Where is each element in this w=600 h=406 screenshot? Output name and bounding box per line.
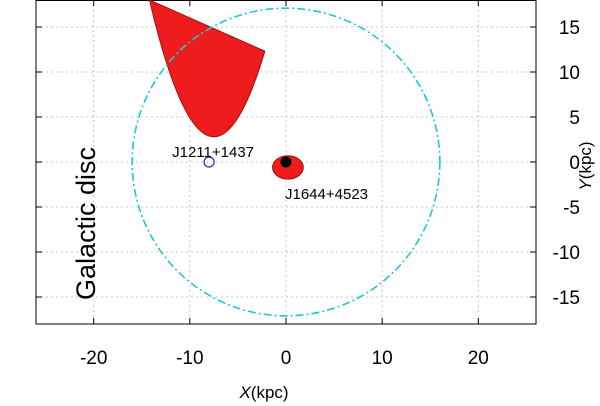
x-tick-label: 20 (468, 348, 489, 369)
y-tick-label: 0 (569, 153, 580, 174)
j1644-label: J1644+4523 (285, 186, 368, 203)
y-tick-label: 10 (559, 63, 580, 84)
y-tick-label: 5 (569, 108, 580, 129)
x-tick-label: -10 (176, 348, 203, 369)
j1644-marker (280, 156, 292, 168)
galactic-disc-label: Galactic disc (71, 147, 101, 300)
j1211-label: J1211+1437 (172, 144, 254, 161)
y-tick-label: -15 (553, 288, 580, 309)
x-tick-label: -20 (80, 348, 107, 369)
j1644-distance-region (272, 155, 304, 180)
x-tick-label: 0 (281, 348, 292, 369)
y-tick-label: 15 (559, 18, 580, 39)
y-tick-label: -10 (553, 243, 580, 264)
j1211-distance-region (148, 0, 266, 138)
x-axis-label: X(kpc) (238, 383, 288, 402)
y-axis-label: Y(kpc) (576, 141, 595, 190)
j1211-marker (203, 156, 215, 168)
y-tick-label: -5 (563, 198, 580, 219)
x-tick-label: 10 (372, 348, 393, 369)
galactic-disc-circle (131, 7, 441, 317)
